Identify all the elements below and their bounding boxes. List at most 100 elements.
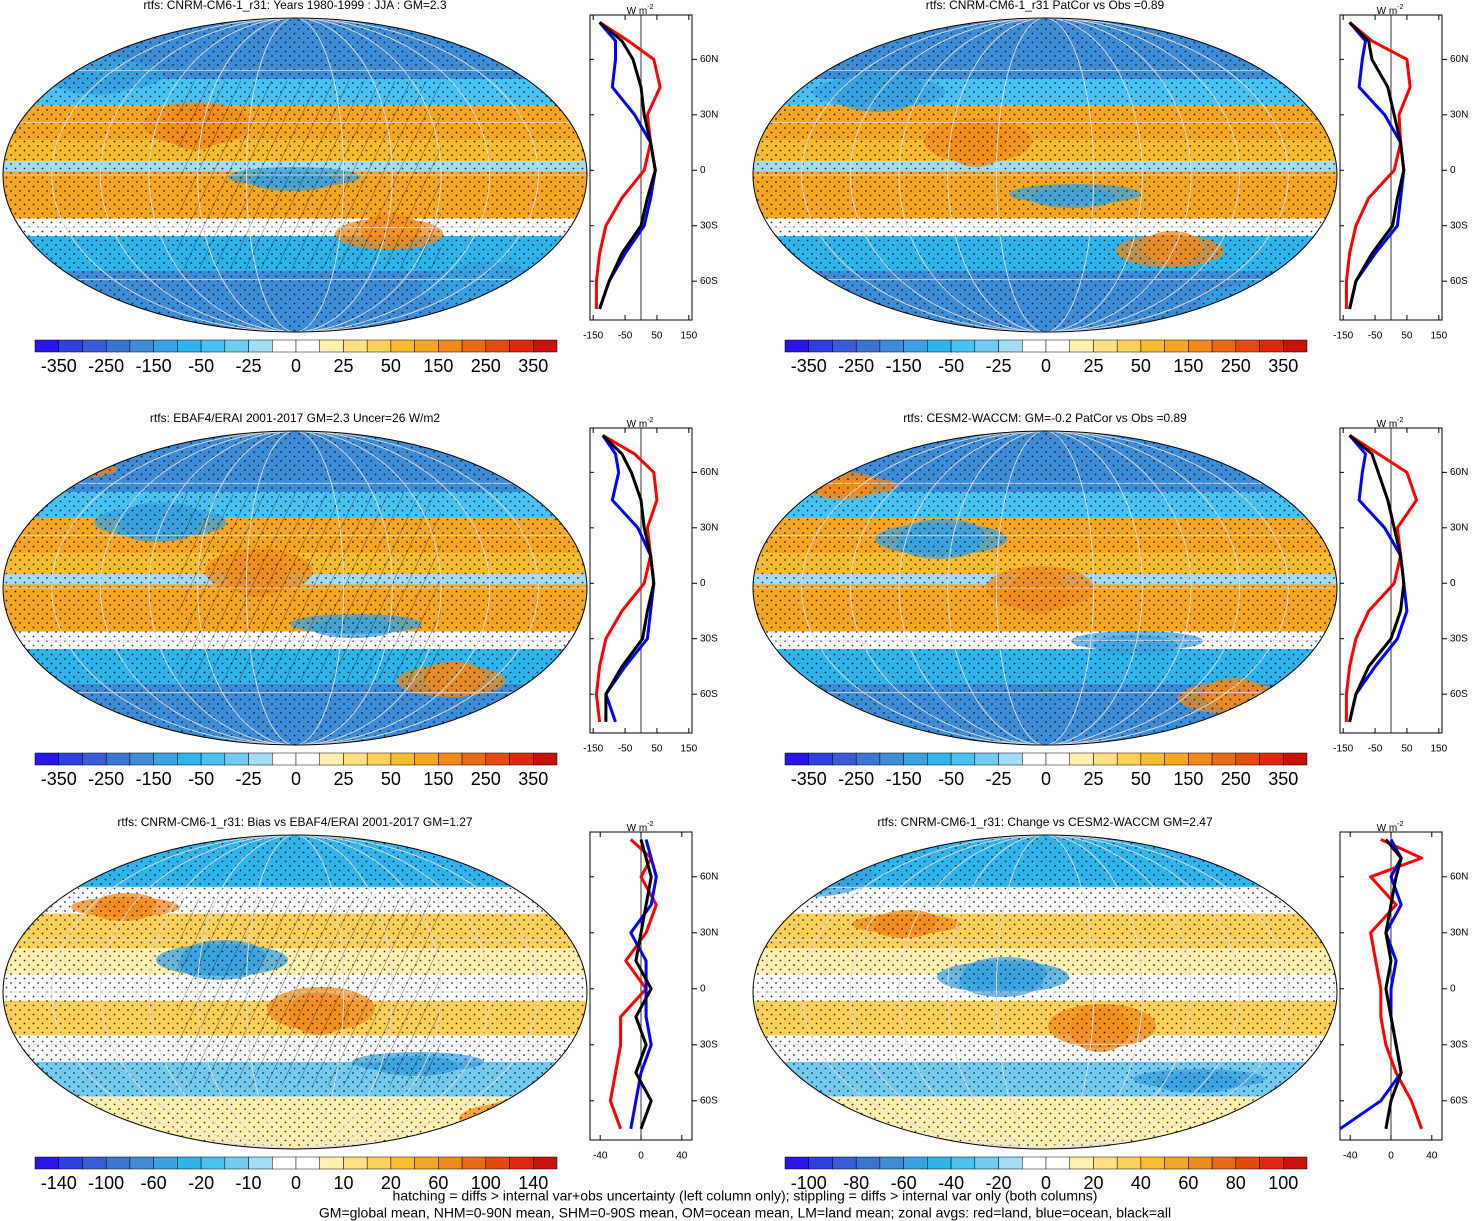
colorbar-box [808,1156,833,1170]
colorbar-box [295,752,320,766]
colorbar-box [200,339,226,353]
units: W m [1377,6,1398,17]
graticule [995,18,1095,332]
y-tick-label: 30N [700,927,718,938]
colorbar-label: -60 [141,1173,167,1193]
colorbar-label: 25 [1083,769,1103,789]
units-label: W m-2 [1377,821,1404,834]
colorbar-box [1164,339,1189,353]
colorbar-box [105,752,131,766]
colorbar-box [1093,752,1118,766]
colorbar-label: -25 [986,356,1012,376]
zonal-line [1348,434,1406,723]
colorbar-box [950,1156,976,1170]
colorbar-box [1235,1156,1260,1170]
x-tick-label: -150 [1333,744,1353,755]
colorbar-box [1116,339,1142,353]
colorbar-box [998,1156,1023,1170]
colorbar-label: 0 [291,769,301,789]
y-tick-label: 60S [1450,1095,1468,1106]
map-outline [752,17,1338,333]
x-tick-label: 0 [638,1151,644,1162]
panel-title: rtfs: CESM2-WACCM: GM=-0.2 PatCor vs Obs… [903,411,1187,425]
zonal-line [634,839,653,1130]
units-exponent: -2 [1397,821,1403,828]
units-exponent: -2 [1397,4,1403,11]
y-tick-label: 60S [700,1095,718,1106]
colorbar-box [1188,1156,1213,1170]
colorbar-box [533,752,558,766]
graticule [245,431,345,745]
x-tick-label: 40 [676,1151,688,1162]
map-blob [3,836,92,880]
colorbar-box [295,1156,320,1170]
colorbar-box [832,339,857,353]
graticule [197,835,393,1149]
colorbar-label: 0 [291,356,301,376]
colorbar-box [1022,339,1047,353]
colorbar-box [1259,1156,1284,1170]
x-tick-label: -40 [1343,1151,1358,1162]
panel: rtfs: CNRM-CM6-1_r31 PatCor vs Obs =0.89… [752,0,1468,376]
y-tick-label: 60S [1450,276,1468,287]
colorbar-box [974,1156,999,1170]
footnote: hatching = diffs > internal var+obs unce… [393,1188,1098,1204]
colorbar-label: -50 [938,769,964,789]
colorbar-box [855,752,881,766]
graticule [51,835,539,1149]
zonal-line [594,434,659,723]
colorbar-box [1164,752,1189,766]
map-blob [31,463,91,483]
colorbar-box [82,1156,107,1170]
y-tick-label: 60S [700,276,718,287]
colorbar-label: -350 [41,769,77,789]
x-tick-label: 0 [1388,1151,1394,1162]
colorbar-box [879,752,904,766]
colorbar-box [950,339,976,353]
colorbar-box [224,752,249,766]
map-blob [753,33,810,53]
colorbar-box [153,339,178,353]
y-tick-label: 30S [700,220,718,231]
colorbar-box [129,752,154,766]
y-tick-label: 0 [700,165,706,176]
x-tick-label: -150 [1333,331,1353,342]
colorbar-box [784,1156,809,1170]
graticule [245,835,345,1149]
x-tick-label: 50 [1401,331,1413,342]
colorbar-label: 250 [471,769,501,789]
colorbar-label: -10 [236,1173,262,1193]
colorbar-box [200,752,226,766]
colorbar-label: 150 [1173,356,1203,376]
graticule [801,431,1289,745]
colorbar-label: 0 [291,1173,301,1193]
units: W m [1377,823,1398,834]
colorbar-label: 100 [471,1173,501,1193]
colorbar-box [366,1156,392,1170]
map-blob [35,455,95,475]
colorbar-label: -250 [838,769,874,789]
y-tick-label: 0 [700,983,706,994]
colorbar-label: -50 [188,769,214,789]
colorbar-box [177,339,202,353]
colorbar-box [34,752,59,766]
colorbar-box [509,339,534,353]
colorbar-box [390,339,415,353]
colorbar-label: -140 [41,1173,77,1193]
colorbar-box [248,339,273,353]
colorbar-box [533,339,558,353]
colorbar-box [1045,752,1070,766]
colorbar-label: -150 [136,769,172,789]
colorbar-box [903,1156,928,1170]
colorbar-box [974,339,999,353]
colorbar-box [832,1156,857,1170]
graticule [947,835,1143,1149]
colorbar-label: 50 [381,769,401,789]
colorbar-box [82,752,107,766]
map-outline [2,17,588,333]
colorbar-box [1259,339,1284,353]
y-tick-label: 60N [700,467,718,478]
colorbar-label: 100 [1268,1173,1298,1193]
colorbar-box [1259,752,1284,766]
colorbar-label: 20 [381,1173,401,1193]
